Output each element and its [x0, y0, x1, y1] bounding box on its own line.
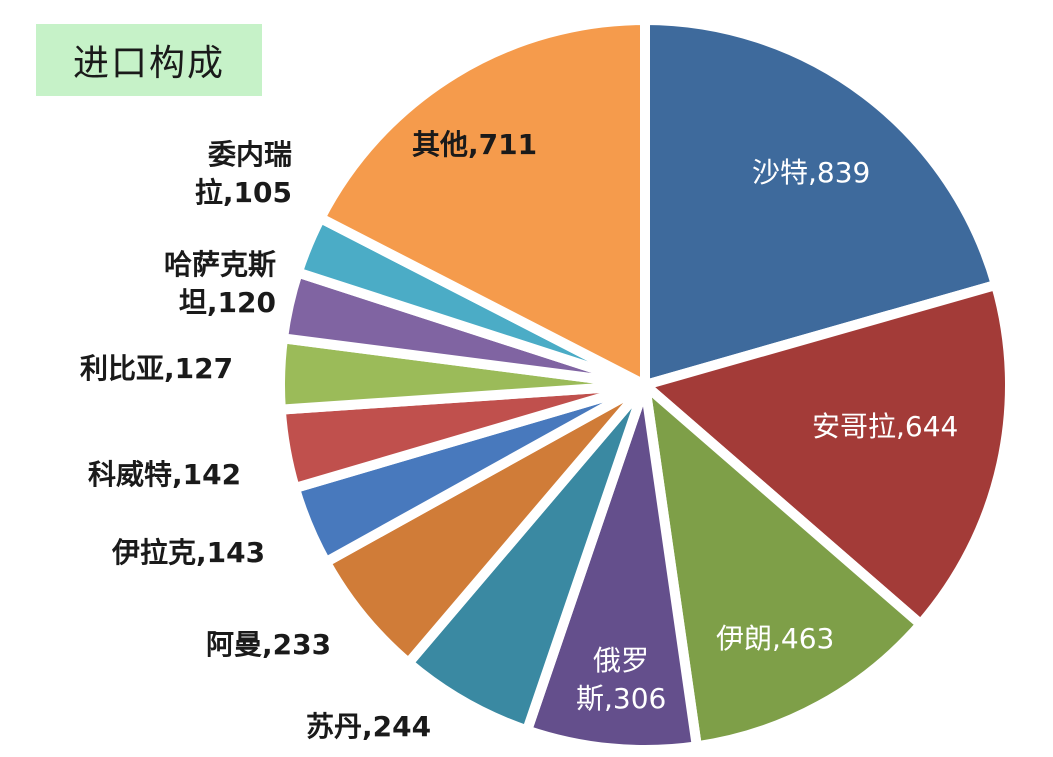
label-sudan: 苏丹,244 — [306, 710, 432, 743]
label-libya: 利比亚,127 — [80, 352, 234, 385]
label-kuwait: 科威特,142 — [88, 458, 242, 491]
label-kazakhstan: 哈萨克斯 坦,120 — [126, 246, 276, 322]
label-kazakhstan-line1: 哈萨克斯 — [163, 248, 276, 281]
chart-title: 进口构成 — [72, 43, 225, 84]
label-venezuela: 委内瑞 拉,105 — [180, 136, 292, 212]
pie-slice-11 — [315, 15, 650, 390]
label-iraq: 伊拉克,143 — [112, 536, 266, 569]
label-russia: 俄罗 斯,306 — [576, 642, 666, 718]
label-iran: 伊朗,463 — [716, 622, 835, 655]
pie-slice-3 — [522, 380, 702, 755]
label-venezuela-line2: 拉,105 — [194, 176, 292, 209]
label-saudi: 沙特,839 — [752, 156, 871, 189]
label-russia-line1: 俄罗 — [592, 644, 649, 677]
label-venezuela-line1: 委内瑞 — [207, 138, 292, 171]
pie-slice-1 — [640, 279, 1015, 630]
chart-title-box: 进口构成 — [36, 24, 262, 96]
label-kazakhstan-line2: 坦,120 — [178, 286, 276, 319]
label-other: 其他,711 — [412, 128, 538, 161]
label-russia-line2: 斯,306 — [576, 682, 667, 715]
pie-slice-2 — [640, 380, 926, 752]
pie-slice-0 — [640, 15, 1002, 390]
label-angola: 安哥拉,644 — [812, 410, 959, 443]
label-oman: 阿曼,233 — [206, 628, 332, 661]
